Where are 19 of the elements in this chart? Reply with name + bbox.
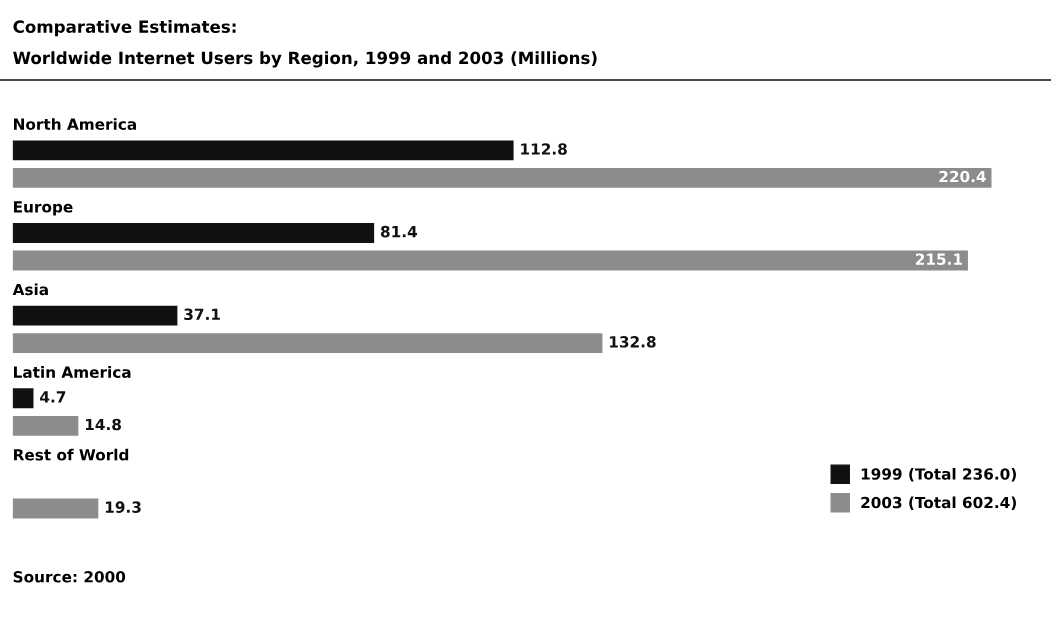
data-label: 132.8 <box>610 336 656 348</box>
data-label: 19.3 <box>105 501 141 513</box>
chart-title: Comparative Estimates: <box>13 20 236 37</box>
data-label: 4.7 <box>40 391 66 403</box>
y-tick-label: North America <box>14 118 136 130</box>
data-label: 220.4 <box>939 170 986 183</box>
legend-label: 1999 (Total 236.0) <box>861 467 1016 482</box>
y-tick-label: Asia <box>12 283 48 296</box>
y-tick-label: Europe <box>14 201 73 216</box>
source-note: Source: 2000 <box>13 571 126 583</box>
data-label: 215.1 <box>915 253 962 265</box>
y-tick-label: Rest of World <box>14 448 129 461</box>
data-label: 14.8 <box>85 418 121 431</box>
data-label: 112.8 <box>521 143 567 155</box>
data-label: 37.1 <box>184 308 220 321</box>
legend-label: 2003 (Total 602.4) <box>861 496 1016 511</box>
chart-subtitle: Worldwide Internet Users by Region, 1999 and 2003 (Millions) <box>13 51 597 68</box>
data-label: 81.4 <box>380 225 417 238</box>
y-tick-label: Latin America <box>14 366 131 378</box>
